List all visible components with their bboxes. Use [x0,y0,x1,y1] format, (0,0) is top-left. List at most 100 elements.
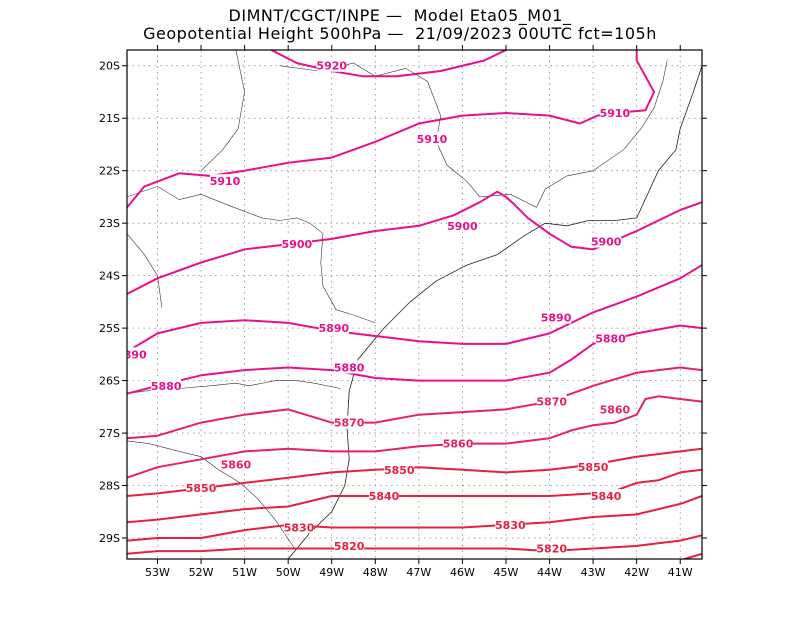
title-line-1: DIMNT/CGCT/INPE — Model Eta05_M01_ [228,6,572,25]
contour-label-5900: 5900 [591,236,622,249]
contour-label-bg [416,132,447,146]
state-border [127,186,376,324]
lat-tick-label: 25S [99,322,120,335]
lon-tick-label: 49W [319,566,344,579]
state-border [127,233,163,308]
contour-label-5820: 5820 [536,543,567,556]
lon-tick-label: 53W [145,566,170,579]
contour-label-5900: 5900 [447,220,478,233]
contour-layer [127,50,702,559]
contour-5900 [127,190,702,295]
lon-tick-label: 41W [668,566,693,579]
contour-label-bg [334,415,365,429]
lon-tick-label: 50W [276,566,301,579]
contour-label-bg [599,105,630,119]
contour-label-bg [591,489,622,503]
contour-label-5840: 5840 [369,490,400,503]
contour-label-bg [284,520,315,534]
contour-label-bg [316,58,347,72]
contour-label-bg [151,378,182,392]
contour-label-5850: 5850 [578,461,609,474]
contour-5820 [127,534,702,555]
contour-label-5850: 5850 [186,482,217,495]
contour-5840 [127,468,702,524]
contour-label-5920: 5920 [316,60,347,73]
contour-label-bg [369,489,400,503]
contour-label-bg [384,462,415,476]
contour-label-bg [591,234,622,248]
contour-label-5880: 5880 [151,380,182,393]
lon-tick-label: 47W [406,566,431,579]
contour-5810 [683,552,702,559]
lon-tick-label: 48W [363,566,388,579]
state-border [536,60,668,208]
contour-label-5910: 5910 [600,107,631,120]
geography-layer [127,50,702,559]
contour-label-layer: 5920 5910 5910 5910 5900 5900 5900 5890 5890 5890… [116,58,631,556]
lat-tick-label: 23S [99,217,120,230]
contour-label-5860: 5860 [221,459,252,472]
contour-5830 [127,495,702,542]
lon-tick-label: 52W [189,566,214,579]
lon-tick-label: 43W [581,566,606,579]
coastline [287,65,702,559]
title-line-2: Geopotential Height 500hPa — 21/09/2023 … [143,24,657,43]
contour-label-bg [334,538,365,552]
contour-label-bg [318,321,349,335]
contour-label-bg [495,517,526,531]
contour-5920 [269,50,507,78]
contour-label-5830: 5830 [495,519,526,532]
plot-frame [126,49,703,560]
contour-label-5850: 5850 [384,464,415,477]
contour-label-bg [334,360,365,374]
contour-label-5890: 5890 [319,322,350,335]
contour-label-bg [443,436,474,450]
contour-label-5880: 5880 [334,361,365,374]
lon-tick-label: 51W [232,566,257,579]
contour-label-5860: 5860 [443,438,474,451]
contour-label-bg [578,460,609,474]
contour-5860 [127,395,702,479]
lon-tick-label: 44W [537,566,562,579]
lon-tick-label: 45W [494,566,519,579]
lat-tick-label: 29S [99,532,120,545]
contour-label-bg [595,331,626,345]
contour-label-5910: 5910 [210,175,241,188]
contour-5890 [127,264,702,353]
contour-label-bg [186,481,217,495]
contour-label-5890: 5890 [541,312,572,325]
grid-lines [127,50,702,559]
contour-label-bg [541,310,572,324]
lon-tick-label: 42W [624,566,649,579]
lat-tick-label: 28S [99,480,120,493]
contour-label-5870: 5870 [334,417,365,430]
lat-tick-label: 20S [99,60,120,73]
contour-label-bg [210,174,241,188]
contour-label-bg [536,394,567,408]
contour-label-5910: 5910 [417,133,448,146]
lat-tick-label: 26S [99,375,120,388]
contour-label-5860: 5860 [600,403,631,416]
contour-label-5880: 5880 [595,333,626,346]
contour-label-bg [127,347,147,361]
lon-tick-label: 46W [450,566,475,579]
contour-label-bg [281,237,312,251]
contour-5870 [127,366,702,440]
contour-label-5890: 5890 [116,348,147,361]
lat-tick-label: 22S [99,165,120,178]
lat-tick-label: 21S [99,112,120,125]
contour-label-5900: 5900 [282,238,313,251]
contour-label-5820: 5820 [334,540,365,553]
contour-label-bg [599,402,630,416]
axis-ticks: 53W 52W 51W 50W 49W 48W 47W 46W 45W 44W 43W 42W 41W 2… [99,45,707,579]
contour-label-5840: 5840 [591,490,622,503]
contour-label-bg [447,218,478,232]
contour-label-bg [536,541,567,555]
state-border [200,50,245,171]
contour-label-5870: 5870 [536,396,567,409]
contour-label-bg [220,457,251,471]
state-border [127,440,295,549]
state-border [279,62,537,208]
lat-tick-label: 24S [99,270,120,283]
